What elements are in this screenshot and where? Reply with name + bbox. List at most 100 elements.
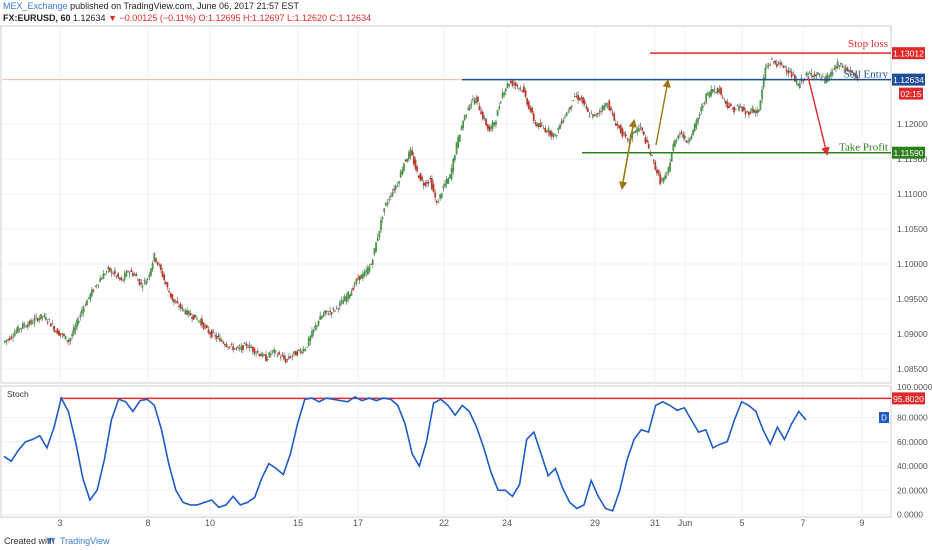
- candle-body: [396, 185, 399, 187]
- candle-body: [572, 100, 575, 101]
- candle-body: [363, 272, 366, 277]
- candle-body: [703, 103, 706, 104]
- candle-body: [245, 343, 248, 346]
- candle-body: [394, 185, 397, 190]
- candle-body: [381, 217, 384, 220]
- candle-body: [366, 267, 369, 275]
- candle-body: [473, 100, 476, 105]
- candle-body: [567, 111, 570, 113]
- candle-body: [348, 294, 351, 298]
- stoch-marker-bg: [879, 412, 889, 423]
- candle-body: [498, 106, 501, 109]
- tradingview-brand-link[interactable]: TradingView: [60, 536, 110, 546]
- candle-body: [182, 309, 185, 311]
- candle-body: [721, 96, 724, 98]
- candle-body: [619, 125, 622, 133]
- candle-body: [404, 159, 407, 162]
- stoch-tick-label: 60.0000: [897, 437, 928, 447]
- candle-body: [518, 87, 520, 89]
- candle-body: [568, 107, 571, 110]
- stoch-top-tick-label: 100.0000: [897, 382, 932, 392]
- candle-body: [360, 274, 363, 279]
- candle-body: [263, 354, 266, 356]
- candle-body: [439, 194, 442, 199]
- candle-body: [194, 314, 197, 318]
- candle-body: [276, 355, 279, 357]
- candle-body: [718, 89, 721, 93]
- candle-body: [64, 335, 67, 340]
- candle-body: [238, 347, 241, 349]
- candle-body: [728, 106, 731, 108]
- candle-body: [787, 70, 790, 74]
- candle-body: [575, 96, 578, 97]
- candle-body: [631, 130, 634, 139]
- candle-body: [350, 291, 353, 296]
- candle-body: [378, 230, 381, 238]
- candle-body: [383, 208, 386, 212]
- candle-body: [35, 316, 37, 318]
- candle-body: [227, 347, 230, 349]
- candle-body: [386, 202, 389, 205]
- candle-body: [82, 307, 85, 313]
- candle-body: [256, 351, 259, 353]
- candle-body: [813, 74, 816, 77]
- candle-body: [44, 317, 47, 321]
- candle-body: [559, 124, 561, 130]
- price-tick-label: 1.11000: [897, 189, 927, 199]
- candle-body: [335, 306, 338, 308]
- candle-body: [143, 279, 146, 282]
- candle-body: [104, 274, 106, 276]
- candle-body: [749, 111, 752, 114]
- candle-body: [848, 70, 851, 72]
- candle-body: [840, 63, 842, 65]
- stop-loss-price-badge-bg: [892, 47, 925, 60]
- candle-body: [853, 73, 855, 76]
- candle-body: [371, 260, 374, 265]
- time-tick-label: 29: [590, 518, 600, 528]
- candle-body: [20, 327, 23, 329]
- candle-body: [549, 130, 552, 136]
- candle-body: [166, 282, 169, 288]
- candle-body: [61, 333, 64, 335]
- candle-body: [370, 264, 373, 265]
- candle-body: [476, 96, 479, 102]
- candle-body: [675, 140, 678, 142]
- candle-body: [278, 351, 281, 355]
- candle-body: [127, 271, 129, 272]
- candle-body: [122, 279, 124, 281]
- price-chart[interactable]: 1.12000 1.11500 1.11000 1.10500 1.10000 1.095…: [0, 0, 932, 532]
- candle-body: [424, 182, 427, 186]
- candle-body: [353, 284, 356, 286]
- candle-body: [844, 67, 847, 71]
- candle-body: [312, 329, 315, 333]
- candle-body: [774, 60, 777, 64]
- sell-entry-price-badge: 1.12634: [893, 75, 924, 85]
- candle-body: [81, 309, 83, 314]
- candle-body: [196, 318, 198, 320]
- candle-body: [105, 271, 108, 273]
- candle-body: [401, 169, 404, 175]
- candle-body: [260, 354, 262, 357]
- candle-body: [547, 128, 550, 133]
- candle-body: [212, 332, 215, 333]
- candle-body: [13, 332, 16, 337]
- candle-body: [380, 220, 382, 231]
- candle-body: [340, 300, 343, 303]
- publisher-link[interactable]: MEX_Exchange: [3, 1, 68, 11]
- candle-body: [435, 200, 438, 203]
- candle-body: [358, 275, 361, 281]
- candle-body: [31, 322, 34, 324]
- candle-body: [851, 71, 854, 73]
- candle-body: [304, 349, 307, 351]
- candle-body: [48, 319, 51, 320]
- candle-body: [274, 350, 277, 352]
- candle-body: [526, 98, 529, 105]
- time-tick-label: 31: [650, 518, 660, 528]
- candle-body: [731, 108, 734, 110]
- candle-body: [468, 104, 471, 111]
- candle-body: [224, 344, 226, 346]
- candle-body: [452, 158, 455, 172]
- candle-body: [56, 328, 59, 335]
- candle-body: [702, 105, 704, 108]
- candle-body: [399, 171, 402, 178]
